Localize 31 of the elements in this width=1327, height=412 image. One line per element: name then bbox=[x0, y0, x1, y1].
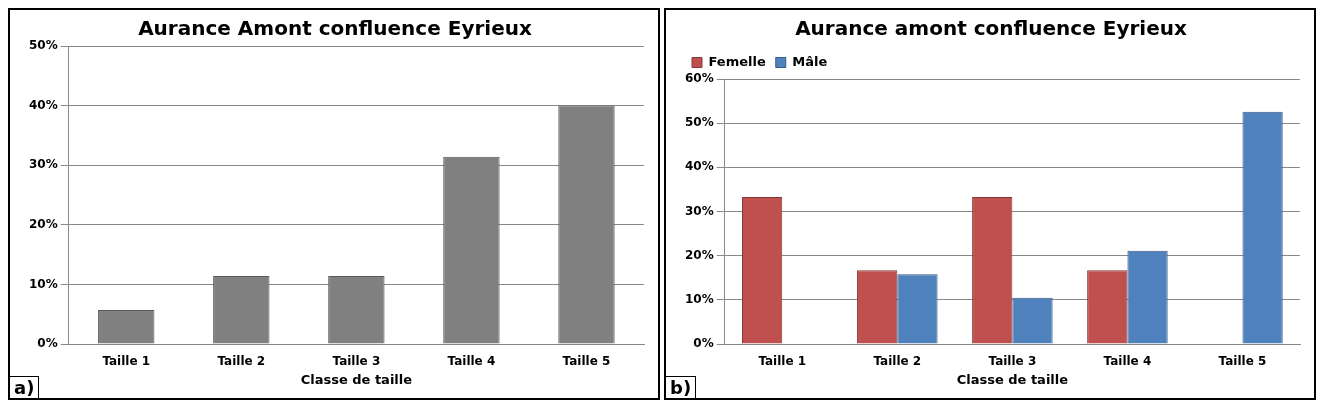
y-tick-label: 40% bbox=[28, 97, 58, 112]
y-tick-label: 30% bbox=[684, 203, 714, 218]
chart-title: Aurance amont confluence Eyrieux bbox=[795, 16, 1187, 41]
y-tick-label: 60% bbox=[684, 71, 714, 86]
y-tick-label: 50% bbox=[28, 38, 58, 53]
chart-title: Aurance Amont confluence Eyrieux bbox=[138, 16, 532, 41]
y-tick-label: 30% bbox=[28, 157, 58, 172]
y-tick-label: 20% bbox=[684, 247, 714, 262]
x-tick-label: Taille 4 bbox=[1103, 354, 1152, 369]
y-tick-label: 10% bbox=[684, 291, 714, 306]
legend-label: Femelle bbox=[708, 53, 766, 69]
x-tick-label: Taille 3 bbox=[988, 354, 1037, 369]
y-tick-label: 40% bbox=[684, 159, 714, 174]
x-axis-title: Classe de taille bbox=[956, 371, 1069, 387]
x-axis-title: Classe de taille bbox=[300, 371, 413, 387]
y-tick-label: 10% bbox=[28, 276, 58, 291]
x-tick-label: Taille 1 bbox=[758, 354, 807, 369]
legend-label: Mâle bbox=[792, 53, 828, 69]
x-tick-label: Taille 2 bbox=[217, 354, 266, 369]
y-tick-label: 0% bbox=[693, 336, 714, 351]
x-tick-label: Taille 2 bbox=[873, 354, 922, 369]
x-tick-label: Taille 3 bbox=[332, 354, 381, 369]
text: b) bbox=[666, 376, 697, 398]
text: a) bbox=[10, 376, 40, 398]
x-tick-label: Taille 1 bbox=[102, 354, 151, 369]
y-tick-label: 50% bbox=[684, 115, 714, 130]
y-tick-label: 0% bbox=[37, 336, 58, 351]
y-tick-label: 20% bbox=[28, 216, 58, 231]
x-tick-label: Taille 5 bbox=[562, 354, 611, 369]
x-tick-label: Taille 5 bbox=[1218, 354, 1267, 369]
x-tick-label: Taille 4 bbox=[447, 354, 496, 369]
